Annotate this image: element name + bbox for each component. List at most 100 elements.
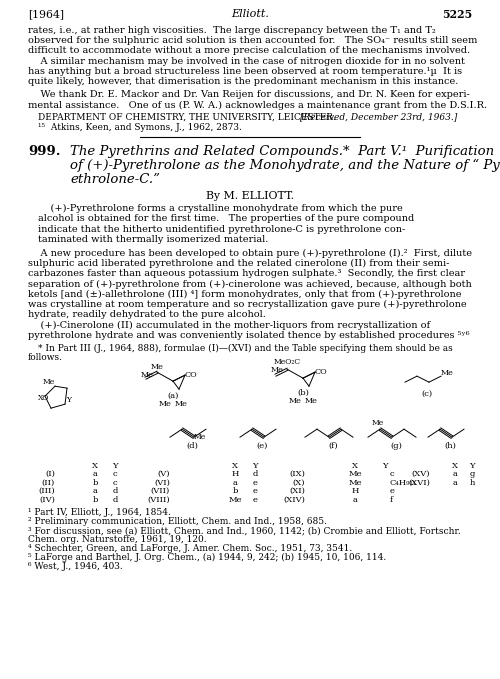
Text: Me: Me (158, 400, 172, 408)
Text: (X): (X) (292, 479, 305, 487)
Text: Me: Me (372, 419, 384, 427)
Text: (g): (g) (390, 442, 402, 450)
Text: e: e (252, 479, 258, 487)
Text: ² Preliminary communication, Elliott, Chem. and Ind., 1958, 685.: ² Preliminary communication, Elliott, Ch… (28, 517, 327, 526)
Text: Me: Me (140, 371, 153, 379)
Text: (XVI): (XVI) (408, 479, 430, 487)
Text: X: X (452, 462, 458, 470)
Text: Me: Me (288, 397, 302, 405)
Text: (IV): (IV) (39, 496, 55, 504)
Text: observed for the sulphuric acid solution is then accounted for.   The SO₄⁻ resul: observed for the sulphuric acid solution… (28, 36, 477, 45)
Text: (VIII): (VIII) (148, 496, 170, 504)
Text: Me: Me (194, 433, 206, 441)
Text: of (+)-Pyrethrolone as the Monohydrate, and the Nature of “ Pyr-: of (+)-Pyrethrolone as the Monohydrate, … (70, 159, 500, 172)
Text: (h): (h) (444, 442, 456, 450)
Text: DEPARTMENT OF CHEMISTRY, THE UNIVERSITY, LEICESTER.: DEPARTMENT OF CHEMISTRY, THE UNIVERSITY,… (38, 113, 336, 122)
Text: c: c (390, 470, 394, 478)
Text: Me: Me (270, 366, 283, 374)
Text: carbazones faster than aqueous potassium hydrogen sulphate.³  Secondly, the firs: carbazones faster than aqueous potassium… (28, 270, 465, 278)
Text: (XI): (XI) (289, 487, 305, 495)
Text: hydrate, readily dehydrated to the pure alcohol.: hydrate, readily dehydrated to the pure … (28, 310, 266, 319)
Text: indicate that the hitherto unidentified pyrethrolone-C is pyrethrolone con-: indicate that the hitherto unidentified … (38, 225, 405, 234)
Text: f: f (390, 496, 393, 504)
Text: (b): (b) (297, 389, 309, 397)
Text: CO: CO (314, 368, 328, 376)
Text: Me: Me (440, 369, 454, 377)
Text: (a): (a) (168, 392, 178, 400)
Text: (XIV): (XIV) (283, 496, 305, 504)
Text: ¹ Part IV, Elliott, J., 1964, 1854.: ¹ Part IV, Elliott, J., 1964, 1854. (28, 508, 171, 517)
Text: d: d (112, 487, 117, 495)
Text: ¹⁵  Atkins, Keen, and Symons, J., 1962, 2873.: ¹⁵ Atkins, Keen, and Symons, J., 1962, 2… (38, 123, 242, 132)
Text: was crystalline at room temperature and so recrystallization gave pure (+)-pyret: was crystalline at room temperature and … (28, 300, 466, 309)
Text: a: a (232, 479, 237, 487)
Text: (XV): (XV) (412, 470, 430, 478)
Text: (e): (e) (256, 442, 268, 450)
Text: difficult to accommodate without a more precise calculation of the mechanisms in: difficult to accommodate without a more … (28, 46, 470, 56)
Text: a: a (92, 487, 98, 495)
Text: e: e (390, 487, 395, 495)
Text: b: b (232, 487, 237, 495)
Text: (I): (I) (45, 470, 55, 478)
Text: ³ For discussion, see (a) Elliott, Chem. and Ind., 1960, 1142; (b) Crombie and E: ³ For discussion, see (a) Elliott, Chem.… (28, 526, 461, 535)
Text: We thank Dr. E. Mackor and Dr. Van Reijen for discussions, and Dr. N. Keen for e: We thank Dr. E. Mackor and Dr. Van Reije… (28, 90, 470, 99)
Text: ⁶ West, J., 1946, 403.: ⁶ West, J., 1946, 403. (28, 562, 123, 571)
Text: Y: Y (469, 462, 475, 470)
Text: By M. ELLIOTT.: By M. ELLIOTT. (206, 191, 294, 201)
Text: (VII): (VII) (151, 487, 170, 495)
Text: h: h (470, 479, 474, 487)
Text: Y: Y (252, 462, 258, 470)
Text: a: a (452, 479, 458, 487)
Text: 5225: 5225 (442, 9, 472, 20)
Text: ketols [and (±)-allethrolone (III) ⁴] form monohydrates, only that from (+)-pyre: ketols [and (±)-allethrolone (III) ⁴] fo… (28, 290, 462, 299)
Text: 999.: 999. (28, 145, 60, 158)
Text: Me: Me (348, 479, 362, 487)
Text: e: e (252, 496, 258, 504)
Text: c: c (112, 479, 117, 487)
Text: g: g (470, 470, 474, 478)
Text: quite likely, however, that dimerisation is the predominant mechanism in this in: quite likely, however, that dimerisation… (28, 77, 458, 86)
Text: * In Part III (J., 1964, 888), formulae (I)—(XVI) and the Table specifying them : * In Part III (J., 1964, 888), formulae … (38, 344, 453, 353)
Text: CO: CO (184, 371, 198, 379)
Text: pyrethrolone hydrate and was conveniently isolated thence by established procedu: pyrethrolone hydrate and was convenientl… (28, 331, 469, 340)
Text: Y: Y (112, 462, 118, 470)
Text: (f): (f) (328, 442, 338, 450)
Text: (c): (c) (422, 390, 432, 398)
Text: MeO₂C: MeO₂C (274, 358, 300, 366)
Text: (IX): (IX) (289, 470, 305, 478)
Text: b: b (92, 496, 98, 504)
Text: H: H (352, 487, 358, 495)
Text: [1964]: [1964] (28, 9, 64, 19)
Text: mental assistance.   One of us (P. W. A.) acknowledges a maintenance grant from : mental assistance. One of us (P. W. A.) … (28, 100, 487, 109)
Text: Elliott.: Elliott. (231, 9, 269, 19)
Text: alcohol is obtained for the first time.   The properties of the pure compound: alcohol is obtained for the first time. … (38, 215, 414, 223)
Text: X: X (232, 462, 238, 470)
Text: Me: Me (348, 470, 362, 478)
Text: ⁵ LaForge and Barthel, J. Org. Chem., (a) 1944, 9, 242; (b) 1945, 10, 106, 114.: ⁵ LaForge and Barthel, J. Org. Chem., (a… (28, 553, 386, 562)
Text: rates, i.e., at rather high viscosities.  The large discrepancy between the T₁ a: rates, i.e., at rather high viscosities.… (28, 26, 436, 35)
Text: Chem. org. Naturstoffe, 1961, 19, 120.: Chem. org. Naturstoffe, 1961, 19, 120. (28, 535, 206, 544)
Text: (V): (V) (158, 470, 170, 478)
Text: a: a (352, 496, 358, 504)
Text: (+)-Cinerolone (II) accumulated in the mother-liquors from recrystallization of: (+)-Cinerolone (II) accumulated in the m… (28, 320, 430, 329)
Text: sulphuric acid liberated pyrethrolone and the related cinerolone (II) from their: sulphuric acid liberated pyrethrolone an… (28, 259, 450, 268)
Text: Me: Me (150, 363, 164, 371)
Text: X: X (352, 462, 358, 470)
Text: H: H (232, 470, 238, 478)
Text: (III): (III) (38, 487, 55, 495)
Text: has anything but a broad structureless line been observed at room temperature.¹µ: has anything but a broad structureless l… (28, 67, 462, 76)
Text: A new procedure has been developed to obtain pure (+)-pyrethrolone (I).²  First,: A new procedure has been developed to ob… (28, 249, 472, 258)
Text: Y: Y (66, 396, 71, 404)
Text: (VI): (VI) (154, 479, 170, 487)
Text: A similar mechanism may be involved in the case of nitrogen dioxide for in no so: A similar mechanism may be involved in t… (28, 56, 465, 66)
Text: C₄H₉₁₁: C₄H₉₁₁ (390, 479, 417, 487)
Text: The Pyrethrins and Related Compounds.*  Part V.¹  Purification: The Pyrethrins and Related Compounds.* P… (70, 145, 494, 158)
Text: Me: Me (174, 400, 188, 408)
Text: Y: Y (382, 462, 388, 470)
Text: taminated with thermally isomerized material.: taminated with thermally isomerized mate… (38, 235, 268, 244)
Text: XO: XO (38, 394, 50, 402)
Text: Me: Me (228, 496, 242, 504)
Text: d: d (252, 470, 258, 478)
Text: c: c (112, 470, 117, 478)
Text: Me: Me (43, 378, 55, 386)
